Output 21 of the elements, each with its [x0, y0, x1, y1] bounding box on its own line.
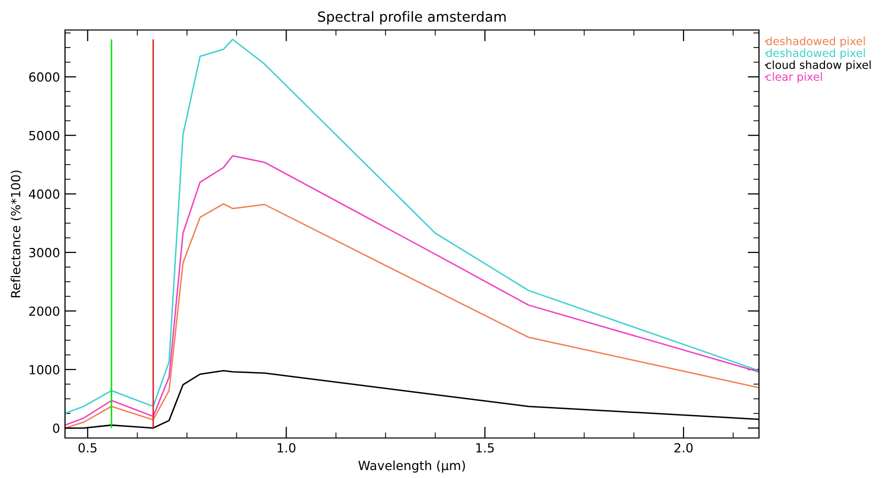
- legend-label: clear pixel: [766, 72, 822, 84]
- x-tick-label: 2.0: [674, 443, 693, 453]
- x-tick-label: 1.5: [476, 443, 494, 453]
- line-series: [65, 155, 759, 426]
- y-tick-label: 4000: [28, 189, 60, 199]
- legend-label: deshadowed pixel: [766, 36, 865, 48]
- x-axis-title: Wavelength (µm): [358, 460, 465, 473]
- x-tick-label: 1.0: [278, 443, 296, 453]
- y-axis-title: Reflectance (%*100): [10, 170, 22, 298]
- y-tick-label: 6000: [29, 72, 60, 82]
- legend-label: deshadowed pixel: [766, 48, 865, 60]
- legend-label: cloud shadow pixel: [766, 60, 871, 72]
- line-series: [65, 38, 759, 414]
- x-tick-label: 0.5: [78, 443, 96, 453]
- y-tick-label: 0: [53, 424, 60, 433]
- y-tick-label: 3000: [29, 248, 60, 258]
- y-tick-label: 2000: [29, 306, 60, 316]
- chart-title: Spectral profile amsterdam: [318, 11, 506, 25]
- y-tick-label: 1000: [30, 364, 60, 374]
- y-tick-label: 5000: [29, 130, 60, 140]
- line-series: [65, 203, 759, 429]
